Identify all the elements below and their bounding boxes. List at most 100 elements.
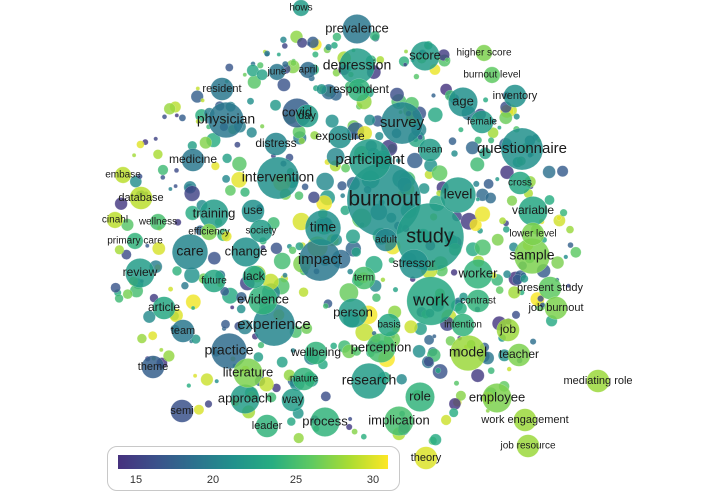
- term-society[interactable]: society: [245, 226, 276, 237]
- term-theme[interactable]: theme: [138, 361, 169, 373]
- term-article[interactable]: article: [148, 300, 180, 314]
- term-cross[interactable]: cross: [508, 178, 532, 189]
- term-mean[interactable]: mean: [417, 145, 442, 156]
- term-day[interactable]: day: [298, 110, 316, 122]
- term-covid[interactable]: covid: [282, 104, 312, 119]
- term-use[interactable]: use: [243, 203, 263, 217]
- bubble: [259, 123, 265, 129]
- term-wellbeing[interactable]: wellbeing: [290, 345, 341, 359]
- term-score[interactable]: score: [409, 47, 441, 62]
- term-prevalence[interactable]: prevalence: [325, 20, 389, 35]
- term-intention[interactable]: intention: [444, 320, 482, 331]
- term-present-study[interactable]: present study: [517, 282, 584, 294]
- term-adult[interactable]: adult: [375, 235, 397, 246]
- term-team[interactable]: team: [171, 325, 195, 337]
- term-person[interactable]: person: [333, 304, 373, 319]
- term-job[interactable]: job: [499, 322, 516, 336]
- term-wellness[interactable]: wellness: [138, 217, 177, 228]
- term-stressor[interactable]: stressor: [393, 256, 436, 270]
- term-process[interactable]: process: [302, 413, 348, 428]
- term-age[interactable]: age: [452, 93, 474, 108]
- term-inventory[interactable]: inventory: [493, 90, 538, 102]
- term-resident[interactable]: resident: [202, 83, 241, 95]
- term-june[interactable]: june: [267, 67, 287, 78]
- term-variable[interactable]: variable: [512, 203, 554, 217]
- term-change[interactable]: change: [225, 243, 268, 258]
- term-impact[interactable]: impact: [298, 251, 343, 268]
- term-theory[interactable]: theory: [411, 452, 442, 464]
- term-literature[interactable]: literature: [223, 364, 274, 379]
- term-leader[interactable]: leader: [252, 420, 283, 432]
- term-review[interactable]: review: [123, 265, 158, 279]
- term-implication[interactable]: implication: [368, 412, 429, 427]
- term-female[interactable]: female: [467, 117, 497, 128]
- term-time[interactable]: time: [310, 219, 337, 235]
- term-work-engagement[interactable]: work engagement: [480, 414, 568, 426]
- term-research[interactable]: research: [342, 372, 396, 388]
- term-medicine[interactable]: medicine: [169, 152, 217, 166]
- term-burnout-level[interactable]: burnout level: [463, 70, 520, 81]
- term-basis[interactable]: basis: [377, 320, 400, 331]
- term-mediating-role[interactable]: mediating role: [563, 375, 632, 387]
- term-efficiency[interactable]: efficiency: [188, 227, 230, 238]
- bubble: [153, 136, 159, 142]
- term-work[interactable]: work: [412, 290, 449, 309]
- term-bubble-care: [171, 233, 209, 271]
- term-study[interactable]: study: [406, 225, 454, 247]
- term-depression[interactable]: depression: [323, 57, 392, 73]
- term-cinahl[interactable]: cinahl: [102, 215, 128, 226]
- bubble: [230, 171, 248, 188]
- term-perception[interactable]: perception: [351, 339, 412, 354]
- term-higher-score[interactable]: higher score: [456, 48, 511, 59]
- bubble: [269, 99, 282, 111]
- term-lower-level[interactable]: lower level: [509, 229, 556, 240]
- term-hows[interactable]: hows: [289, 3, 312, 14]
- bubble: [563, 254, 569, 260]
- term-experience[interactable]: experience: [237, 316, 310, 333]
- term-job-resource[interactable]: job resource: [499, 441, 555, 452]
- term-physician[interactable]: physician: [197, 111, 255, 127]
- term-participant[interactable]: participant: [335, 151, 405, 168]
- term-way[interactable]: way: [281, 392, 303, 406]
- term-contrast[interactable]: contrast: [460, 296, 496, 307]
- term-employee[interactable]: employee: [469, 389, 525, 404]
- term-database[interactable]: database: [118, 192, 163, 204]
- term-future[interactable]: future: [201, 276, 227, 287]
- term-bubble-contrast: [466, 289, 490, 313]
- bubble: [448, 137, 457, 146]
- term-nature[interactable]: nature: [290, 374, 319, 385]
- term-sample[interactable]: sample: [509, 247, 554, 263]
- bubble: [231, 156, 247, 172]
- term-teacher[interactable]: teacher: [499, 347, 539, 361]
- term-semi[interactable]: semi: [170, 405, 193, 417]
- term-exposure[interactable]: exposure: [315, 129, 365, 143]
- term-distress[interactable]: distress: [255, 136, 296, 150]
- term-term[interactable]: term: [354, 273, 374, 284]
- term-care[interactable]: care: [176, 243, 203, 259]
- term-questionnaire[interactable]: questionnaire: [477, 140, 567, 157]
- term-level[interactable]: level: [444, 186, 473, 202]
- term-evidence[interactable]: evidence: [237, 291, 289, 306]
- term-respondent[interactable]: respondent: [329, 82, 390, 96]
- bubble: [511, 310, 521, 320]
- term-primary-care[interactable]: primary care: [107, 236, 163, 247]
- term-embase[interactable]: embase: [105, 170, 141, 181]
- term-intervention[interactable]: intervention: [242, 169, 314, 185]
- term-approach[interactable]: approach: [218, 390, 272, 405]
- term-april[interactable]: april: [299, 65, 318, 76]
- bubble: [222, 153, 233, 164]
- term-bubble-job-burnout: [544, 296, 568, 320]
- term-survey[interactable]: survey: [380, 114, 425, 131]
- term-role[interactable]: role: [409, 388, 431, 403]
- term-model[interactable]: model: [449, 344, 487, 360]
- term-bubble-work-engagement: [513, 408, 537, 432]
- term-bubble-mediating-role: [586, 369, 610, 393]
- term-worker[interactable]: worker: [457, 265, 498, 280]
- term-job-burnout[interactable]: job burnout: [527, 302, 583, 314]
- bubble: [388, 257, 395, 264]
- term-training[interactable]: training: [193, 205, 236, 220]
- color-legend: 15 20 25 30: [107, 446, 400, 491]
- term-lack[interactable]: lack: [243, 269, 265, 283]
- term-burnout[interactable]: burnout: [348, 188, 419, 211]
- term-practice[interactable]: practice: [204, 342, 253, 358]
